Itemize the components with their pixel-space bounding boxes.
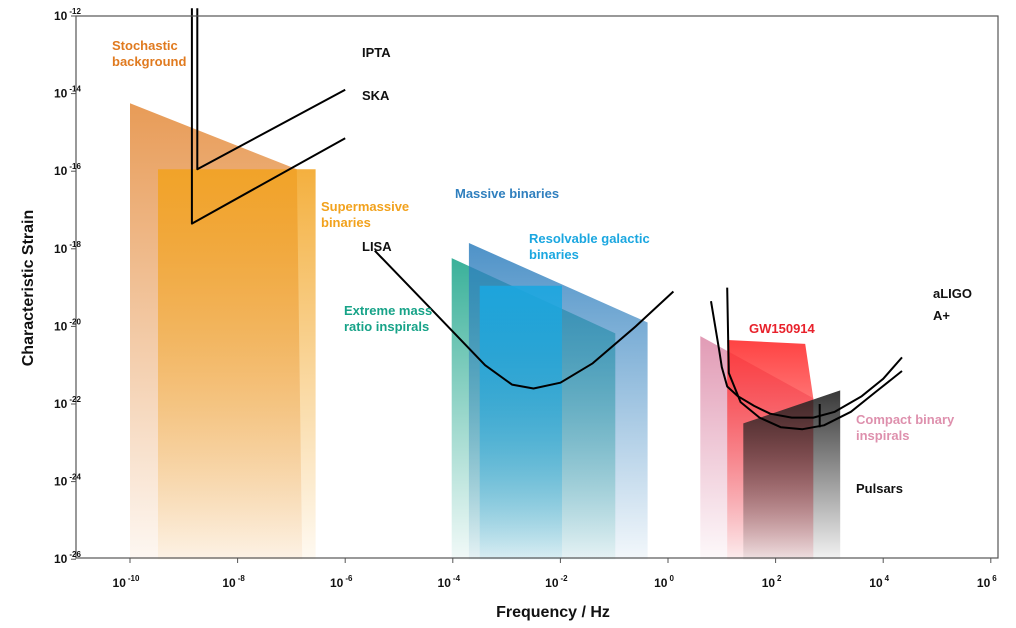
label-aplus: A+ (933, 308, 950, 323)
x-tick-label: 10 -2 (545, 574, 568, 590)
regions-layer (130, 103, 841, 560)
x-tick-label: 10 -4 (438, 574, 461, 590)
curve-ska (190, 8, 346, 225)
x-tick-label: 10 2 (762, 574, 782, 590)
y-tick-label: 10 -20 (54, 317, 81, 333)
label-gw150914: GW150914 (749, 321, 816, 336)
label-compact: Compact binary inspirals (856, 412, 955, 443)
x-axis-title: Frequency / Hz (496, 604, 610, 621)
y-axis-title: Characteristic Strain (20, 210, 37, 367)
label-ska: SKA (362, 88, 390, 103)
label-ipta: IPTA (362, 45, 391, 60)
y-tick-label: 10 -24 (54, 473, 81, 489)
curves-layer (190, 8, 903, 431)
label-pulsars: Pulsars (856, 481, 903, 496)
labels-layer: Stochastic background IPTA SKA Supermassive b… (112, 38, 972, 496)
label-resolvable: Resolvable galactic binaries (529, 231, 650, 262)
label-emri: Extreme mass ratio inspirals (344, 303, 432, 334)
y-tick-label: 10 -12 (54, 7, 81, 23)
curve-a+ (726, 287, 903, 431)
y-tick-label: 10 -18 (54, 240, 81, 256)
y-tick-label: 10 -22 (54, 395, 81, 411)
curve-ipta (196, 8, 346, 171)
x-tick-label: 10 -8 (222, 574, 245, 590)
curve-lisa (374, 250, 675, 390)
curve-aligo (710, 301, 903, 419)
label-stochastic: Stochastic background (112, 38, 186, 69)
label-lisa: LISA (362, 239, 392, 254)
x-tick-label: 10 -10 (113, 574, 140, 590)
y-tick-label: 10 -26 (54, 550, 81, 566)
region-pulsars (743, 390, 841, 560)
region-resolvable (479, 285, 562, 560)
region-supermassive (158, 169, 316, 560)
plot-frame (75, 15, 999, 559)
y-tick-label: 10 -16 (54, 162, 81, 178)
label-aligo: aLIGO (933, 286, 972, 301)
x-tick-label: 10 -6 (330, 574, 353, 590)
y-tick-label: 10 -14 (54, 85, 81, 101)
x-tick-label: 10 4 (869, 574, 889, 590)
label-supermassive: Supermassive binaries (321, 199, 409, 230)
label-massive: Massive binaries (455, 186, 559, 201)
x-tick-label: 10 6 (977, 574, 997, 590)
x-tick-label: 10 0 (654, 574, 674, 590)
